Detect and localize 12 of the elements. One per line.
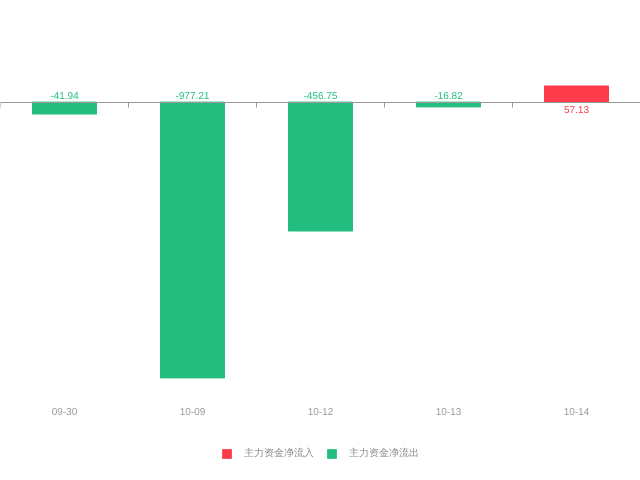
data-label: -977.21 [176,91,210,102]
data-label: 57.13 [564,105,590,116]
data-label: -41.94 [50,91,80,102]
x-tick-label: 10-13 [436,407,462,418]
x-tick-label: 10-14 [564,407,590,418]
data-label: -16.82 [434,91,464,102]
data-label: -456.75 [304,91,338,102]
x-tick-label: 10-12 [308,407,334,418]
legend-label: 主力资金净流入 [244,446,314,460]
legend-label: 主力资金净流出 [349,446,419,460]
x-tick-label: 10-09 [180,407,206,418]
x-tick-label: 09-30 [52,407,78,418]
